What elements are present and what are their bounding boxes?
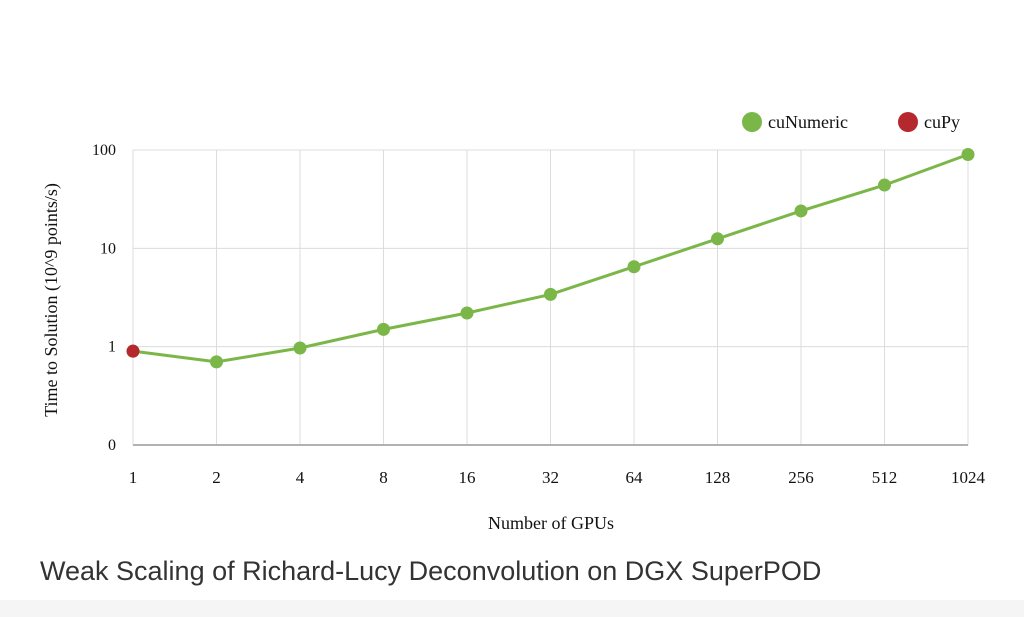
data-point [961, 147, 975, 161]
data-point [544, 287, 557, 301]
y-tick-label: 10 [100, 240, 116, 257]
x-tick-label: 1024 [951, 468, 986, 487]
x-tick-label: 64 [626, 468, 644, 487]
x-tick-label: 4 [296, 468, 305, 487]
y-axis-label: Time to Solution (10^9 points/s) [41, 183, 62, 417]
data-point [711, 232, 724, 246]
x-axis-label: Number of GPUs [488, 513, 614, 533]
data-point [126, 344, 140, 358]
y-tick-label: 100 [92, 142, 116, 159]
legend-label: cuPy [924, 112, 960, 132]
data-point [293, 341, 307, 355]
x-tick-label: 16 [459, 468, 476, 487]
legend-swatch [742, 112, 762, 132]
x-tick-label: 128 [705, 468, 731, 487]
data-point [210, 355, 223, 369]
data-point [794, 204, 808, 218]
data-point [627, 260, 641, 274]
y-tick-label: 0 [108, 437, 116, 454]
data-point [377, 322, 390, 336]
footer-strip [0, 600, 1024, 617]
x-tick-label: 32 [542, 468, 559, 487]
x-tick-label: 1 [129, 468, 138, 487]
legend-label: cuNumeric [768, 112, 848, 132]
x-tick-label: 8 [379, 468, 388, 487]
y-tick-label: 1 [108, 339, 116, 356]
x-tick-label: 2 [212, 468, 221, 487]
x-tick-label: 256 [788, 468, 814, 487]
x-tick-label: 512 [872, 468, 898, 487]
data-point [878, 178, 891, 192]
chart-title: Weak Scaling of Richard-Lucy Deconvoluti… [40, 556, 821, 586]
data-point [460, 306, 474, 320]
legend-swatch [898, 112, 918, 132]
